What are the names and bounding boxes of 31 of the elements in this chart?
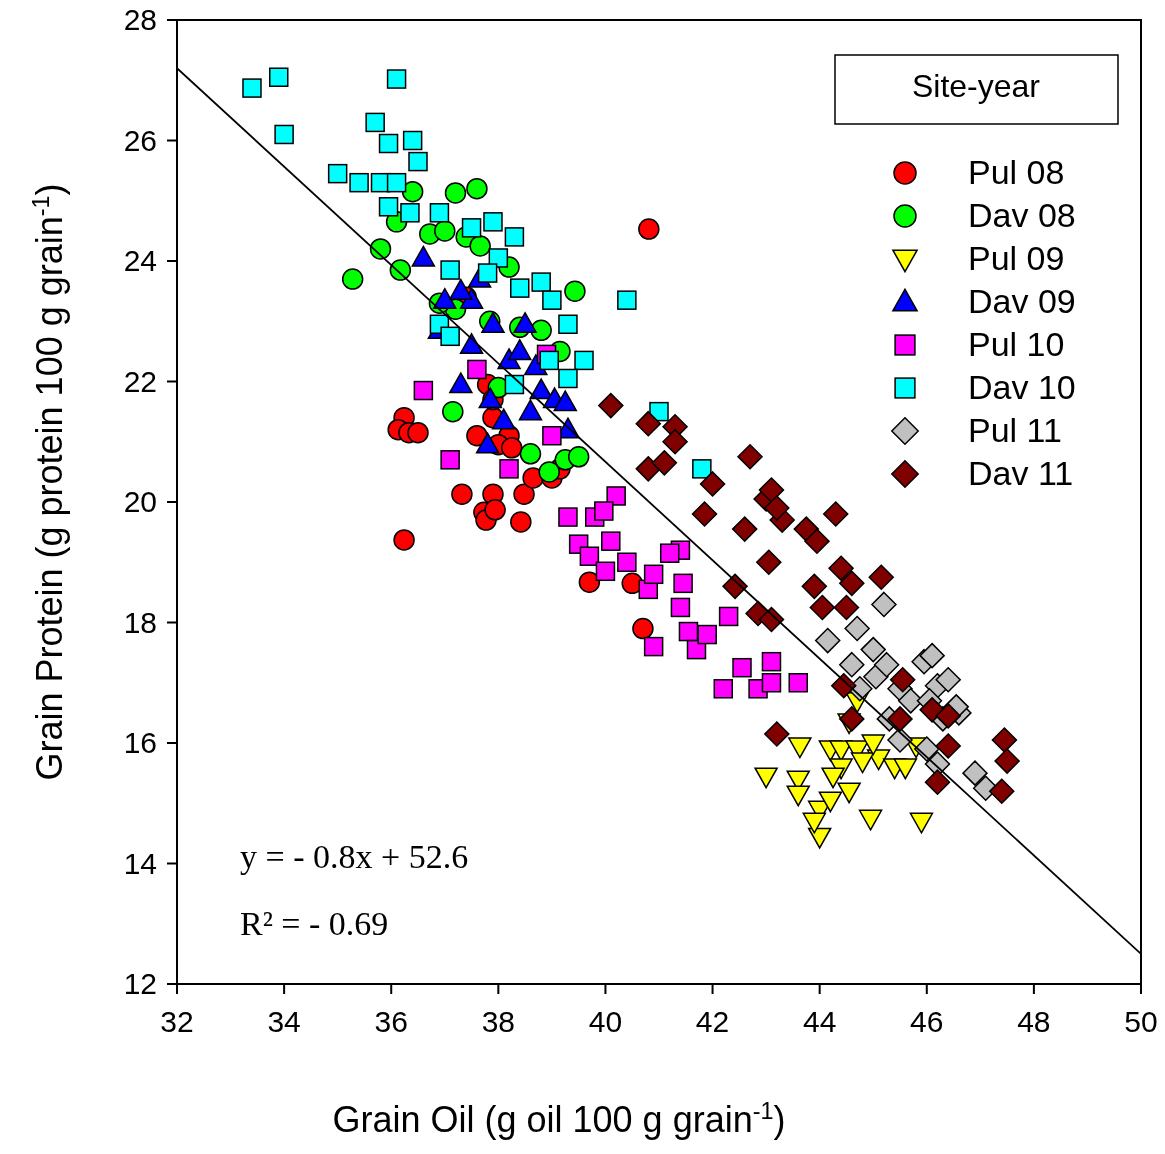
annotation: R² = - 0.69 — [240, 905, 389, 942]
x-tick-label: 34 — [267, 1005, 301, 1038]
x-tick-label: 44 — [802, 1005, 837, 1038]
y-tick-label: 20 — [123, 485, 157, 518]
x-axis-title: Grain Oil (g oil 100 g grain$^{-1}$) — [332, 1098, 786, 1140]
annotation: y = - 0.8x + 52.6 — [240, 838, 469, 875]
x-tick-label: 36 — [374, 1005, 408, 1038]
y-tick-label: 18 — [123, 605, 157, 639]
y-tick-label: 28 — [123, 3, 157, 36]
x-tick-label: 42 — [695, 1005, 730, 1038]
legend-label: Dav 08 — [968, 196, 1076, 234]
legend-title: Site-year — [911, 68, 1041, 104]
x-tick-label: 32 — [160, 1005, 194, 1038]
y-tick-label: 16 — [123, 726, 157, 759]
y-tick-label: 12 — [123, 967, 157, 1000]
legend-label: Pul 09 — [968, 239, 1065, 277]
legend-label: Dav 10 — [968, 368, 1076, 406]
legend-label: Pul 08 — [968, 153, 1065, 191]
y-tick-label: 22 — [123, 364, 157, 398]
x-tick-label: 38 — [481, 1005, 516, 1038]
x-tick-label: 46 — [910, 1005, 944, 1038]
y-tick-label: 14 — [123, 846, 157, 880]
x-tick-label: 40 — [588, 1005, 623, 1038]
x-tick-label: 50 — [1124, 1005, 1158, 1038]
legend-label: Dav 11 — [968, 454, 1074, 492]
legend-label: Dav 09 — [968, 282, 1076, 320]
y-tick-label: 26 — [123, 123, 157, 157]
legend-label: Pul 11 — [968, 411, 1062, 449]
y-tick-label: 24 — [123, 244, 157, 277]
legend-label: Pul 10 — [968, 325, 1065, 363]
x-tick-label: 48 — [1017, 1005, 1051, 1038]
